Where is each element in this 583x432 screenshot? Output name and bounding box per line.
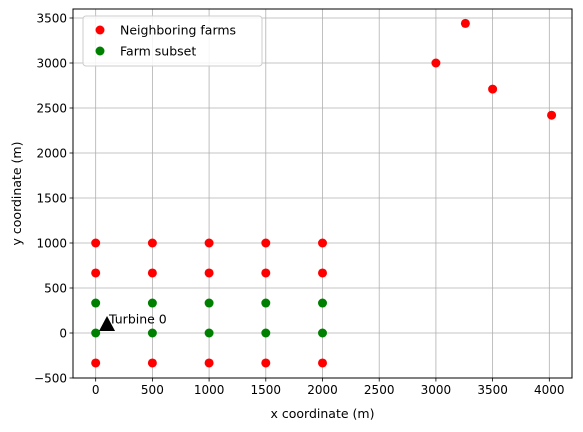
data-point-series-0 (318, 238, 327, 248)
x-tick-label: 2500 (364, 383, 395, 397)
data-point-series-1 (91, 298, 101, 308)
data-point-series-1 (204, 328, 214, 338)
legend-marker (95, 25, 105, 35)
x-tick-label: 4000 (534, 383, 565, 397)
x-tick-label: 2000 (307, 383, 338, 397)
x-tick-label: 0 (92, 383, 100, 397)
y-axis-label: y coordinate (m) (9, 142, 24, 246)
y-tick-label: 1000 (36, 236, 67, 250)
turbine-marker (99, 316, 116, 331)
data-point-series-1 (147, 298, 157, 308)
legend-box (82, 15, 263, 67)
x-axis-label: x coordinate (m) (271, 406, 375, 421)
legend-entry: Neighboring farms (120, 23, 236, 38)
data-point-series-0 (204, 268, 214, 278)
data-points (91, 18, 557, 368)
data-point-series-0 (147, 268, 157, 278)
data-point-series-1 (261, 298, 271, 308)
data-point-series-0 (204, 358, 214, 368)
data-point-series-0 (318, 358, 327, 368)
x-tick-label: 3500 (477, 383, 508, 397)
plot-frame (72, 8, 573, 379)
data-point-series-0 (91, 268, 101, 278)
data-point-series-1 (318, 298, 327, 308)
data-point-series-1 (147, 328, 157, 338)
x-tick-label: 1000 (194, 383, 225, 397)
data-point-series-0 (318, 268, 327, 278)
data-point-series-0 (261, 358, 271, 368)
legend-marker (95, 46, 105, 56)
data-point-series-0 (488, 84, 498, 94)
y-tick-label: 2500 (36, 101, 67, 115)
y-tick-label: 3000 (36, 56, 67, 70)
data-point-series-0 (147, 238, 157, 248)
y-tick-label: 2000 (36, 146, 67, 160)
y-tick-label: 3500 (36, 11, 67, 25)
data-point-series-1 (91, 328, 101, 338)
x-axis-ticks: 0 500 1000 1500 2000 2500 3000 3500 4000 (92, 378, 565, 397)
data-point-series-0 (460, 18, 470, 28)
x-tick-label: 1500 (251, 383, 282, 397)
x-tick-label: 3000 (421, 383, 452, 397)
data-point-series-0 (91, 238, 101, 248)
data-point-series-0 (147, 358, 157, 368)
y-axis-ticks: −500 0 500 1000 1500 2000 2500 3000 3500 (34, 11, 73, 385)
y-tick-label: −500 (34, 371, 67, 385)
data-point-series-0 (261, 238, 271, 248)
data-point-series-0 (431, 58, 441, 68)
y-tick-label: 0 (59, 326, 67, 340)
y-tick-label: 1500 (36, 191, 67, 205)
legend: Neighboring farms Farm subset (82, 15, 263, 67)
annotations: Turbine 0 (99, 312, 167, 331)
annotation-label: Turbine 0 (108, 312, 167, 327)
data-point-series-1 (261, 328, 271, 338)
data-point-series-1 (204, 298, 214, 308)
legend-entry: Farm subset (120, 44, 196, 59)
data-point-series-0 (547, 110, 557, 120)
y-tick-label: 500 (44, 281, 67, 295)
data-point-series-0 (91, 358, 101, 368)
x-tick-label: 500 (141, 383, 164, 397)
data-point-series-0 (261, 268, 271, 278)
data-point-series-0 (204, 238, 214, 248)
data-point-series-1 (318, 328, 327, 338)
